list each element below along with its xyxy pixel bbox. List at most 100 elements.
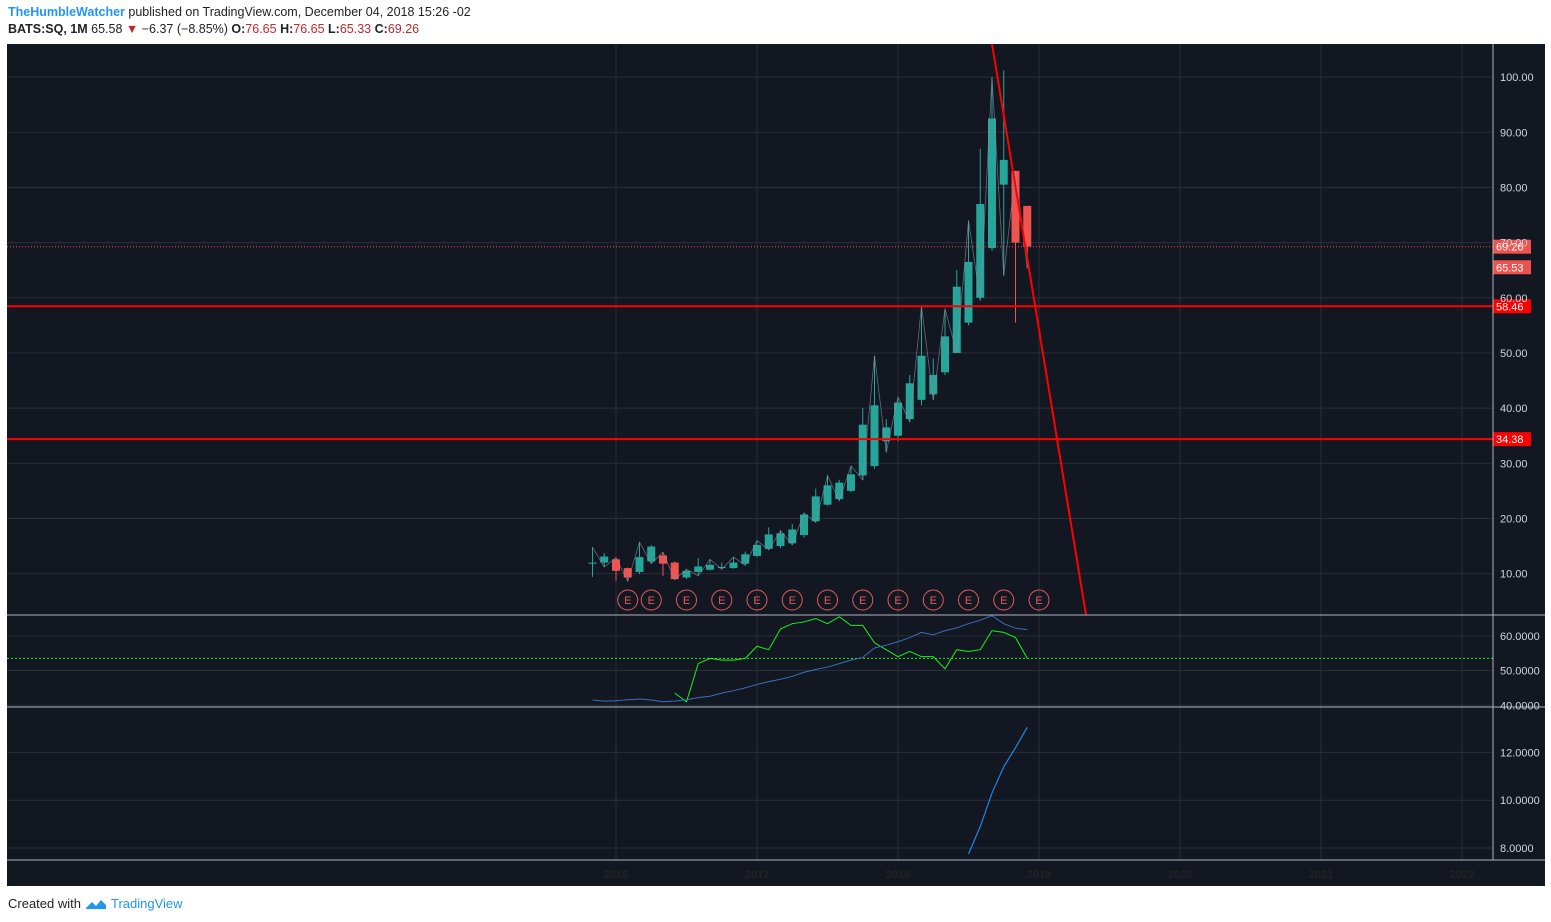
candle-body [858,424,867,476]
x-tick-label: 2021 [1309,869,1333,881]
candle-body [682,570,691,578]
high-label: H: [280,22,294,36]
y-tick-label: 60.00 [1500,293,1528,305]
low-value: 65.33 [339,22,372,36]
earnings-marker-label: E [648,595,655,607]
earnings-marker-label: E [859,595,866,607]
rsi-series-line [674,616,1028,703]
y-tick-label: 40.0000 [1500,700,1540,712]
earnings-marker [1028,589,1050,611]
earnings-marker [781,589,803,611]
earnings-marker-label: E [965,595,972,607]
candle-body [788,529,797,544]
earnings-marker-label: E [894,595,901,607]
earnings-marker [958,589,979,611]
candle-body [659,555,667,564]
candle-body [600,556,609,563]
earnings-marker [676,589,697,611]
publish-info: TheHumbleWatcher published on TradingVie… [8,5,471,19]
last-price: 65.58 [91,22,123,36]
candle-body [941,336,949,373]
axes: 2016 2017 2018 2019 2020 2021 2022 10.00 20.00 30… [7,44,1545,881]
price-badge-label: 65.53 [1496,262,1524,274]
earnings-marker [617,589,639,611]
candle-body [999,159,1008,185]
earnings-marker-label: E [683,595,690,607]
y-tick-label: 50.0000 [1500,666,1540,678]
candle-body [976,203,985,298]
y-tick-label: 60.0000 [1500,631,1540,643]
tradingview-link[interactable]: TradingView [110,896,183,911]
candle-body [847,474,855,491]
ohlc-legend: BATS:SQ, 1M 65.58 ▼ −6.37 (−8.85%) O:76.… [8,22,419,36]
candle-body [717,567,726,569]
horizontal-lines: 69.26 65.53 58.46 34.38 [7,239,1531,447]
candle-body [635,557,644,572]
close-value: 69.26 [387,22,420,36]
footer: Created with TradingView [8,896,183,911]
candle-body [894,402,902,436]
x-tick-label: 2018 [886,869,910,881]
earnings-marker-label: E [718,595,725,607]
y-tick-label: 50.00 [1500,348,1528,360]
rsi-panel [7,615,1493,703]
price-badge-label: 69.26 [1496,242,1524,254]
earnings-marker [640,589,662,611]
candle-body [823,485,832,505]
candle-body [753,544,761,556]
earnings-marker [993,589,1015,611]
price-badge [1493,260,1531,275]
earnings-marker [852,589,874,611]
price-badge [1493,299,1531,314]
earnings-marker [887,589,909,611]
candle-body [706,564,714,570]
trendline [991,44,1087,615]
tradingview-logo-icon [85,899,106,909]
candle-body [588,562,597,564]
grid [7,44,1493,860]
earnings-marker-label: E [930,595,937,607]
candle-body [670,562,679,580]
candle-body [917,355,926,400]
candle-body [952,286,961,353]
candle-body [929,375,938,395]
candle-body [964,261,973,323]
price-badge-label: 34.38 [1496,434,1524,446]
candle-body [905,383,914,420]
price-badge [1493,239,1531,254]
y-tick-label: 70.00 [1500,238,1528,250]
candle-body [694,566,703,572]
x-tick-label: 2020 [1168,869,1192,881]
y-tick-label: 8.0000 [1500,843,1534,855]
created-with-text: Created with [8,896,81,911]
zigzag-line [592,77,1028,583]
y-tick-label: 100.00 [1500,72,1534,84]
author-link[interactable]: TheHumbleWatcher [8,5,125,19]
candle-body [623,568,632,578]
price-badge-label: 58.46 [1496,301,1524,313]
candle-body [612,559,620,571]
earnings-marker-label: E [1000,595,1007,607]
candle-body [764,534,773,549]
candle-body [776,533,785,547]
symbol-label: BATS:SQ, 1M [8,22,88,36]
y-tick-label: 20.00 [1500,513,1528,525]
y-tick-label: 30.00 [1500,458,1528,470]
earnings-marker [711,589,733,611]
candle-body [647,546,656,562]
y-tick-label: 40.00 [1500,403,1528,415]
candle-body [988,118,996,249]
trendline-group [991,44,1087,615]
x-tick-label: 2019 [1027,869,1051,881]
lower-panel [967,727,1028,855]
earnings-marker-label: E [789,595,796,607]
candle-body [800,514,808,536]
price-badge [1493,432,1531,447]
candle-body [870,405,879,467]
candle-body [1011,170,1020,243]
candle-body [729,562,738,569]
low-label: L: [328,22,340,36]
y-tick-label: 12.0000 [1500,747,1540,759]
